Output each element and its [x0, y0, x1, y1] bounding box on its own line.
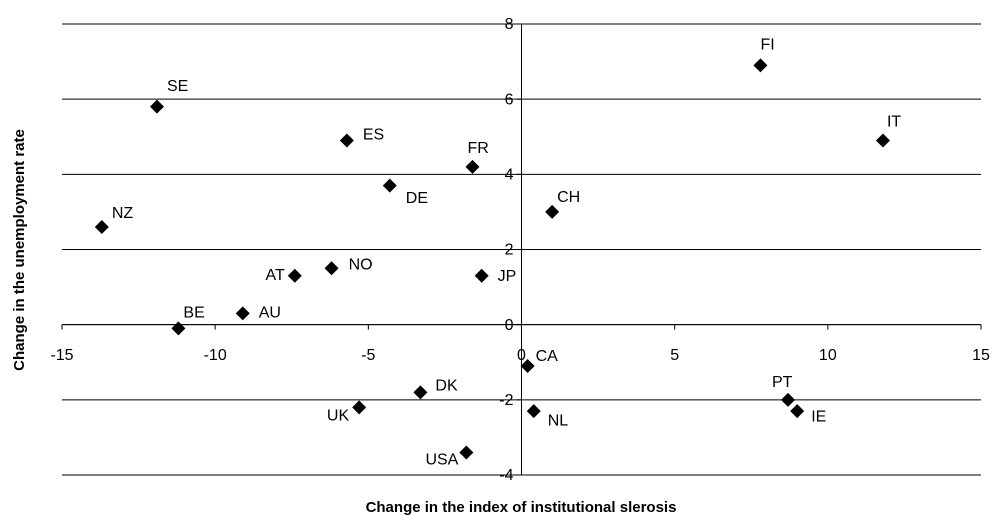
point-label: AU — [259, 305, 281, 322]
point-label: BE — [183, 305, 204, 322]
x-tick-label: 0 — [517, 347, 526, 364]
point — [324, 261, 339, 276]
point-label: UK — [327, 408, 350, 425]
x-tick-label: 5 — [670, 347, 679, 364]
point — [526, 404, 541, 419]
y-tick-label: 6 — [505, 91, 514, 108]
point — [149, 99, 164, 114]
point — [235, 306, 250, 321]
y-tick-label: 8 — [505, 16, 514, 33]
point-label: SE — [167, 78, 188, 95]
y-tick-label: -4 — [499, 467, 513, 484]
point — [171, 321, 186, 336]
point — [520, 359, 535, 374]
point-label: NO — [349, 257, 373, 274]
point — [753, 58, 768, 73]
point-label: FI — [760, 37, 774, 54]
point-label: NZ — [112, 205, 134, 222]
point-label: CA — [536, 348, 559, 365]
point — [790, 404, 805, 419]
point — [474, 268, 489, 283]
point-label: DE — [406, 190, 428, 207]
point — [94, 219, 109, 234]
x-tick-label: -10 — [204, 347, 227, 364]
point — [352, 400, 367, 415]
x-tick-label: 10 — [819, 347, 837, 364]
point — [459, 445, 474, 460]
point-label: IE — [811, 408, 826, 425]
point-label: PT — [772, 374, 793, 391]
x-tick-label: -5 — [361, 347, 375, 364]
point — [382, 178, 397, 193]
point — [287, 268, 302, 283]
point-label: NL — [548, 412, 569, 429]
point — [465, 159, 480, 174]
point — [875, 133, 890, 148]
y-tick-label: -2 — [499, 392, 513, 409]
point — [545, 204, 560, 219]
y-tick-label: 2 — [505, 242, 514, 259]
x-tick-label: -15 — [50, 347, 73, 364]
point-label: AT — [266, 267, 285, 284]
point-label: CH — [557, 189, 580, 206]
x-tick-label: 15 — [972, 347, 990, 364]
point-label: DK — [435, 378, 458, 395]
y-axis-title: Change in the unemployment rate — [11, 129, 28, 371]
point — [413, 385, 428, 400]
point-label: FR — [467, 140, 488, 157]
point — [339, 133, 354, 148]
point-label: ES — [363, 127, 384, 144]
y-tick-label: 0 — [505, 317, 514, 334]
point — [781, 392, 796, 407]
y-tick-label: 4 — [505, 167, 514, 184]
point-label: USA — [425, 452, 458, 469]
point-label: JP — [498, 268, 517, 285]
point-label: IT — [887, 114, 901, 131]
x-axis-title: Change in the index of institutional sle… — [366, 499, 677, 516]
